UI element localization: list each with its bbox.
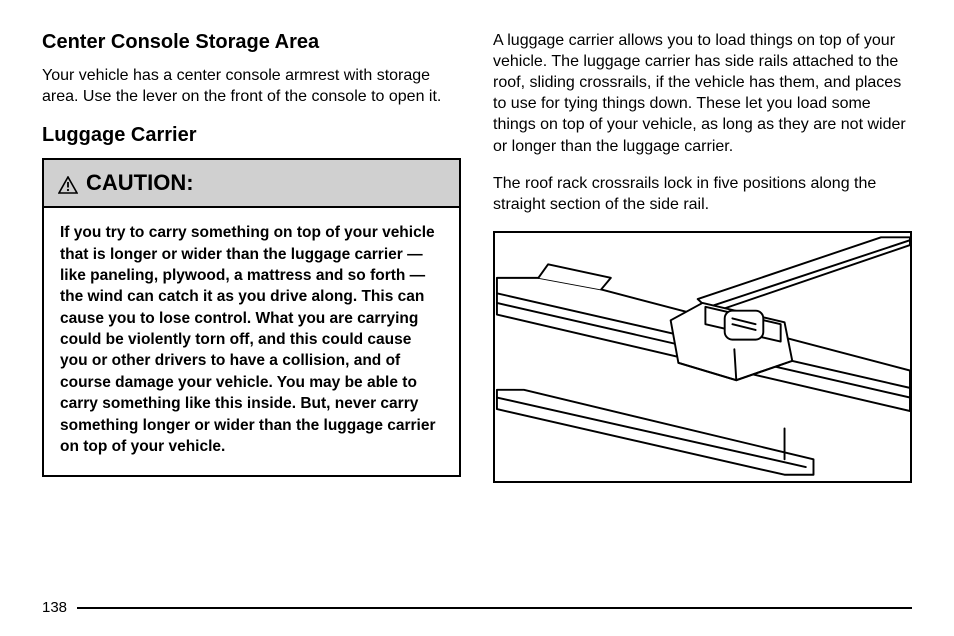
page-footer: 138 — [42, 599, 912, 616]
caution-header: CAUTION: — [44, 160, 459, 208]
roof-rack-svg — [495, 233, 910, 481]
left-column: Center Console Storage Area Your vehicle… — [42, 30, 461, 585]
para-luggage-1: A luggage carrier allows you to load thi… — [493, 30, 912, 157]
right-column: A luggage carrier allows you to load thi… — [493, 30, 912, 585]
heading-luggage-carrier: Luggage Carrier — [42, 123, 461, 148]
caution-body-text: If you try to carry something on top of … — [44, 208, 459, 475]
warning-triangle-icon — [58, 174, 78, 192]
footer-rule — [77, 607, 912, 609]
caution-box: CAUTION: If you try to carry something o… — [42, 158, 461, 477]
page-number: 138 — [42, 599, 67, 616]
roof-rack-figure — [493, 231, 912, 483]
heading-center-console: Center Console Storage Area — [42, 30, 461, 55]
caution-label: CAUTION: — [86, 170, 194, 196]
two-column-layout: Center Console Storage Area Your vehicle… — [42, 30, 912, 585]
para-luggage-2: The roof rack crossrails lock in five po… — [493, 173, 912, 215]
para-center-console: Your vehicle has a center console armres… — [42, 65, 461, 107]
